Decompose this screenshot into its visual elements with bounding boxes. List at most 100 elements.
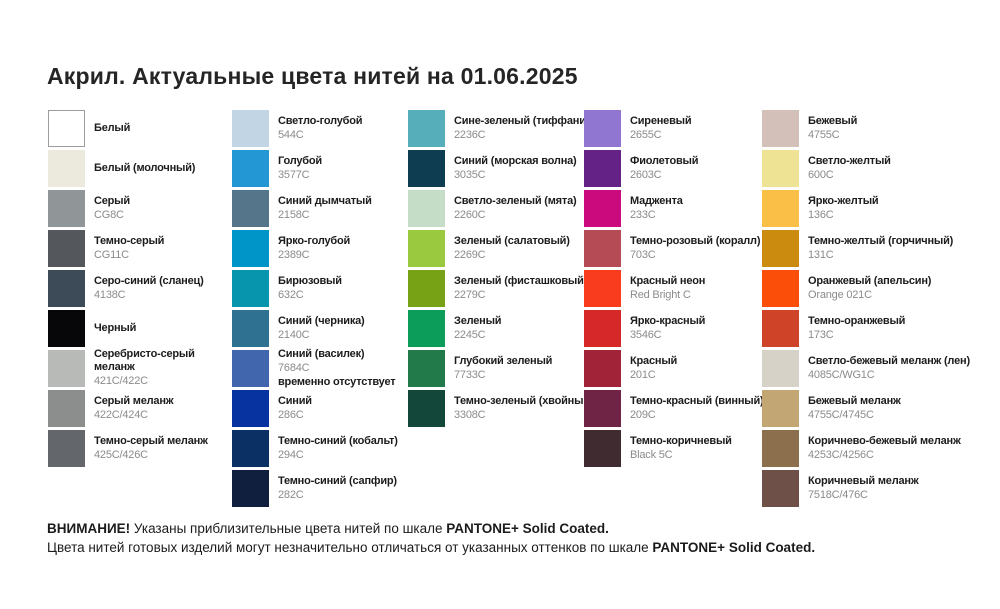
color-row: Белый bbox=[48, 108, 208, 148]
color-swatch bbox=[232, 429, 269, 467]
color-label: Глубокий зеленый 7733C bbox=[454, 355, 552, 382]
pantone-code: 421C/422C bbox=[94, 375, 148, 387]
pantone-code: 286C bbox=[278, 408, 304, 421]
color-row: Черный bbox=[48, 308, 208, 348]
color-swatch bbox=[48, 349, 85, 387]
color-name: Темно-розовый (коралл) bbox=[630, 234, 761, 247]
pantone-code: 632C bbox=[278, 288, 304, 301]
color-row: Темно-синий (кобальт) 294C bbox=[232, 428, 398, 468]
color-name: Голубой bbox=[278, 154, 322, 167]
color-name: Зеленый bbox=[454, 314, 502, 327]
color-label: Ярко-голубой 2389C bbox=[278, 235, 350, 262]
color-name: Светло-желтый bbox=[808, 154, 891, 167]
color-label: Светло-голубой 544C bbox=[278, 114, 363, 142]
color-swatch bbox=[408, 109, 445, 147]
color-label: Серебристо-серый меланж 421C/422C bbox=[94, 348, 195, 388]
color-swatch bbox=[408, 349, 445, 387]
color-name: Темно-красный (винный) bbox=[630, 394, 764, 407]
pantone-code: CG11C bbox=[94, 248, 129, 261]
color-label: Серый меланж 422C/424C bbox=[94, 395, 174, 422]
color-swatch bbox=[408, 389, 445, 427]
color-row: Синий (черника) 2140C bbox=[232, 308, 398, 348]
color-name: Темно-синий (сапфир) bbox=[278, 474, 397, 487]
color-name: Светло-голубой bbox=[278, 114, 363, 127]
pantone-code: 703C bbox=[630, 248, 656, 261]
color-name: Бежевый bbox=[808, 114, 858, 127]
pantone-code: 2655C bbox=[630, 128, 662, 141]
color-swatch bbox=[232, 309, 269, 347]
pantone-code: 2279C bbox=[454, 288, 486, 301]
color-swatch bbox=[584, 229, 621, 267]
color-row: Темно-красный (винный) 209C bbox=[584, 388, 764, 428]
color-label: Оранжевый (апельсин) Orange 021C bbox=[808, 275, 931, 302]
color-row: Темно-синий (сапфир) 282C bbox=[232, 468, 398, 508]
color-name: Светло-зеленый (мята) bbox=[454, 194, 577, 207]
color-label: Коричневый меланж 7518C/476C bbox=[808, 475, 919, 502]
color-row: Фиолетовый 2603C bbox=[584, 148, 764, 188]
pantone-code: 131C bbox=[808, 248, 834, 261]
color-swatch bbox=[584, 349, 621, 387]
color-row: Оранжевый (апельсин) Orange 021C bbox=[762, 268, 970, 308]
color-name: Темно-коричневый bbox=[630, 434, 732, 447]
color-name: Темно-оранжевый bbox=[808, 314, 906, 327]
color-label: Синий 286C bbox=[278, 395, 312, 422]
pantone-code: 201C bbox=[630, 368, 656, 381]
color-row: Темно-желтый (горчичный) 131C bbox=[762, 228, 970, 268]
color-name: Ярко-желтый bbox=[808, 194, 879, 207]
color-row: Ярко-красный 3546C bbox=[584, 308, 764, 348]
footer-text-segment: ВНИМАНИЕ! bbox=[47, 521, 131, 536]
pantone-code: 4755C bbox=[808, 128, 840, 141]
pantone-code: 425C/426C bbox=[94, 448, 148, 461]
pantone-code: 2158C bbox=[278, 208, 310, 221]
color-swatch bbox=[232, 109, 269, 147]
color-swatch bbox=[408, 189, 445, 227]
color-name: Бежевый меланж bbox=[808, 394, 901, 407]
footer-text-segment: Цвета нитей готовых изделий могут незнач… bbox=[47, 540, 653, 555]
color-label: Синий (морская волна) 3035C bbox=[454, 155, 577, 182]
color-swatch bbox=[584, 309, 621, 347]
color-row: Светло-зеленый (мята) 2260C bbox=[408, 188, 593, 228]
pantone-code: 233C bbox=[630, 208, 656, 221]
color-name: Ярко-красный bbox=[630, 314, 706, 327]
color-name: Темно-серый bbox=[94, 234, 165, 247]
color-row: Синий (морская волна) 3035C bbox=[408, 148, 593, 188]
pantone-code: Orange 021C bbox=[808, 288, 872, 301]
pantone-code: 2260C bbox=[454, 208, 486, 221]
color-label: Черный bbox=[94, 322, 136, 335]
color-label: Серый CG8C bbox=[94, 195, 130, 222]
pantone-code: 2140C bbox=[278, 328, 310, 341]
color-label: Светло-зеленый (мята) 2260C bbox=[454, 194, 577, 222]
pantone-code: 600C bbox=[808, 168, 834, 181]
color-column: Светло-голубой 544C Голубой 3577C Синий дымч… bbox=[232, 108, 398, 508]
color-swatch bbox=[408, 149, 445, 187]
color-row: Темно-зеленый (хвойный) 3308C bbox=[408, 388, 594, 428]
color-swatch bbox=[584, 109, 621, 147]
color-swatch bbox=[232, 469, 269, 507]
color-swatch bbox=[48, 229, 85, 267]
pantone-code: Black 5C bbox=[630, 448, 673, 461]
color-row: Бирюзовый 632C bbox=[232, 268, 398, 308]
color-name: Серый bbox=[94, 194, 130, 207]
color-label: Голубой 3577C bbox=[278, 155, 322, 182]
color-label: Темно-розовый (коралл) 703C bbox=[630, 234, 761, 262]
color-row: Зеленый 2245C bbox=[408, 308, 593, 348]
color-swatch bbox=[762, 349, 799, 387]
footer-note: ВНИМАНИЕ! Указаны приблизительные цвета … bbox=[47, 519, 967, 557]
color-label: Серо-синий (сланец) 4138C bbox=[94, 275, 204, 302]
color-row: Темно-оранжевый 173C bbox=[762, 308, 970, 348]
color-swatch bbox=[762, 309, 799, 347]
color-label: Зеленый (фисташковый) 2279C bbox=[454, 275, 587, 302]
pantone-code: CG8C bbox=[94, 208, 124, 221]
color-row: Бежевый 4755C bbox=[762, 108, 970, 148]
color-swatch bbox=[232, 189, 269, 227]
color-name: Синий bbox=[278, 394, 312, 407]
color-name: Светло-бежевый меланж (лен) bbox=[808, 354, 970, 367]
footer-text-segment: PANTONE+ Solid Coated. bbox=[652, 540, 816, 555]
footer-text-segment: Указаны приблизительные цвета нитей по ш… bbox=[130, 521, 447, 536]
color-label: Темно-синий (кобальт) 294C bbox=[278, 435, 398, 462]
color-row: Светло-желтый 600C bbox=[762, 148, 970, 188]
color-swatch bbox=[232, 149, 269, 187]
color-swatch bbox=[48, 429, 85, 467]
color-label: Красный 201C bbox=[630, 355, 677, 382]
color-label: Зеленый 2245C bbox=[454, 314, 502, 342]
